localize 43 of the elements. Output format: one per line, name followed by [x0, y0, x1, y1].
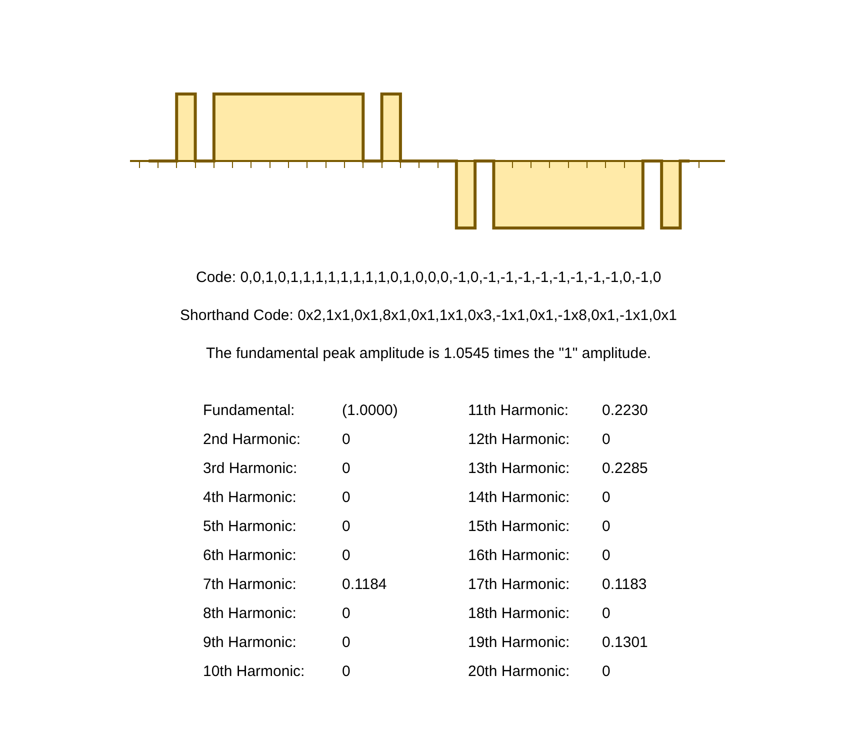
text: 3rd Harmonic: [203, 460, 298, 477]
text: 0 [602, 431, 610, 448]
text: 17th Harmonic: [468, 576, 570, 593]
text: 0 [602, 547, 610, 564]
text: 0.1183 [602, 576, 647, 593]
text: 8th Harmonic: [203, 605, 296, 622]
text: 0 [342, 605, 350, 622]
text: 0 [602, 663, 610, 680]
text: 19th Harmonic: [468, 634, 570, 651]
text: 7th Harmonic: [203, 576, 296, 593]
text: 0 [602, 518, 610, 535]
text: 0 [342, 460, 350, 477]
text: 0.1301 [602, 634, 648, 651]
text: 0 [602, 605, 610, 622]
text: 10th Harmonic: [203, 663, 305, 680]
text: 0 [342, 663, 350, 680]
text: 16th Harmonic: [468, 547, 570, 564]
text: 20th Harmonic: [468, 663, 570, 680]
text: 0.1184 [342, 576, 387, 593]
text: 14th Harmonic: [468, 489, 570, 506]
text: 2nd Harmonic: [203, 431, 301, 448]
text: 0 [602, 489, 610, 506]
text: 11th Harmonic: [468, 402, 569, 419]
text: 5th Harmonic: [203, 518, 296, 535]
text: 0 [342, 634, 350, 651]
text: 0.2230 [602, 402, 648, 419]
text: (1.0000) [342, 402, 398, 419]
text: Fundamental: [203, 402, 295, 419]
text: 0 [342, 547, 350, 564]
text: 15th Harmonic: [468, 518, 570, 535]
text: The fundamental peak amplitude is 1.0545 times the "1" amplitude. [206, 345, 652, 362]
text: 4th Harmonic: [203, 489, 296, 506]
text: 0 [342, 431, 350, 448]
text: 0 [342, 489, 350, 506]
text: Code: 0,0,1,0,1,1,1,1,1,1,1,1,0,1,0,0,0,-1,0,-1,-1,-1,-1,-1,-1,-1,-1,0,-1,0 [196, 269, 662, 286]
text: 12th Harmonic: [468, 431, 570, 448]
text: 9th Harmonic: [203, 634, 296, 651]
text: 13th Harmonic: [468, 460, 570, 477]
text: 0.2285 [602, 460, 648, 477]
text: 18th Harmonic: [468, 605, 570, 622]
text: 6th Harmonic: [203, 547, 296, 564]
text: Shorthand Code: 0x2,1x1,0x1,8x1,0x1,1x1,0x3,-1x1,0x1,-1x8,0x1,-1x1,0x1 [180, 307, 677, 324]
text: 0 [342, 518, 350, 535]
